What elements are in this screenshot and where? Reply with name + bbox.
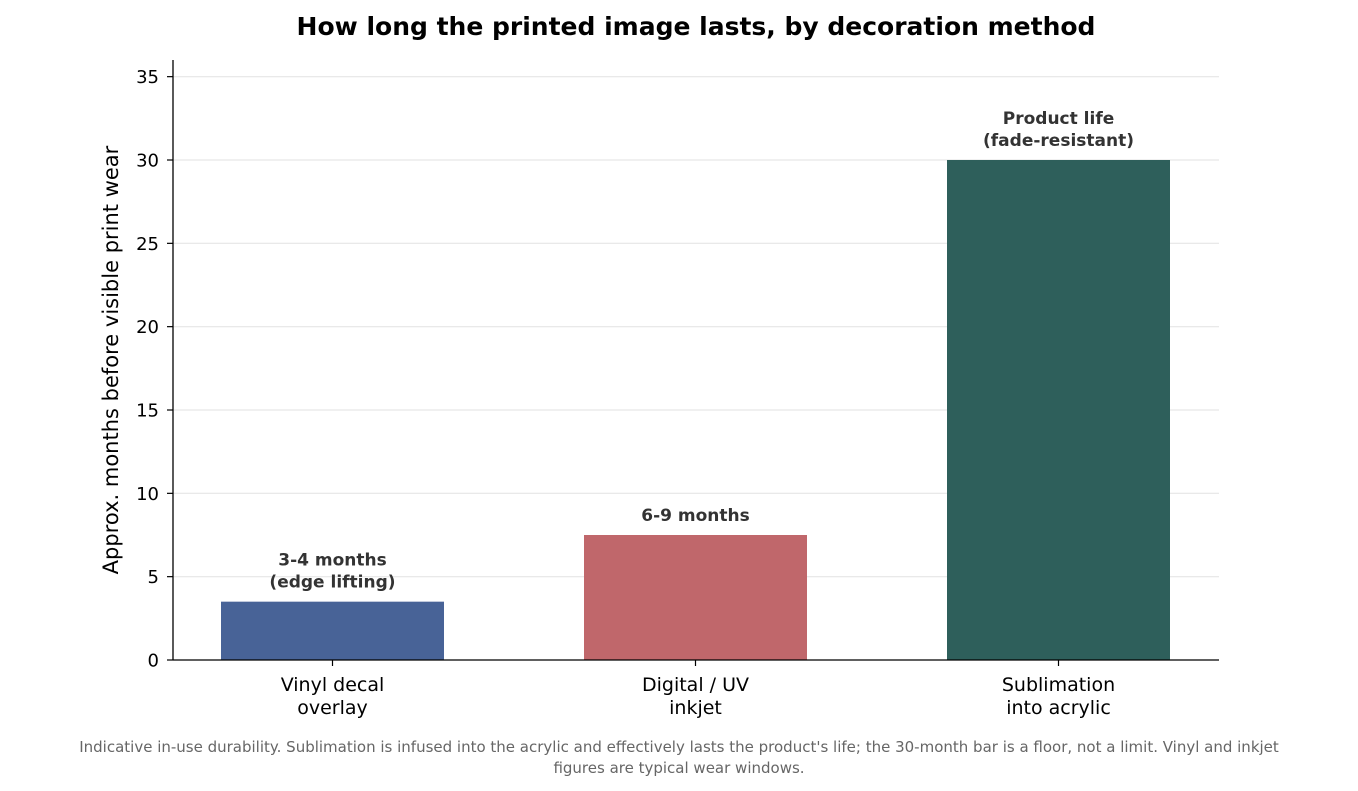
footnote: Indicative in-use durability. Sublimatio… (79, 738, 1279, 777)
x-tick-label: into acrylic (1006, 697, 1111, 719)
x-tick-label: Sublimation (1002, 674, 1115, 696)
x-tick-label: Vinyl decal (281, 674, 385, 696)
x-tick-label: Digital / UV (642, 674, 749, 696)
gridlines (173, 76, 1219, 578)
y-tick-label: 30 (136, 151, 159, 172)
data-label: Product life (1003, 109, 1115, 129)
y-tick-label: 35 (136, 67, 159, 88)
data-labels: 3-4 months(edge lifting) 6-9 months Produc… (269, 109, 1134, 593)
x-tick-label: overlay (297, 697, 368, 719)
bars (221, 160, 1170, 660)
y-tick-label: 15 (136, 401, 159, 422)
data-label: (fade-resistant) (983, 131, 1134, 151)
bar (947, 160, 1170, 660)
y-tick-label: 10 (136, 484, 159, 505)
chart-title: How long the printed image lasts, by dec… (297, 12, 1096, 41)
data-label: (edge lifting) (269, 573, 395, 593)
y-tick-label: 20 (136, 317, 159, 338)
y-axis-label: Approx. months before visible print wear (99, 145, 123, 574)
footnote-line: figures are typical wear windows. (553, 759, 804, 777)
y-tick-label: 0 (148, 651, 159, 672)
bar (584, 535, 807, 660)
y-ticks: 0 5 10 15 20 25 30 35 (136, 67, 173, 672)
bar (221, 601, 444, 660)
y-tick-label: 25 (136, 234, 159, 255)
footnote-line: Indicative in-use durability. Sublimatio… (79, 738, 1279, 756)
data-label: 6-9 months (641, 506, 749, 526)
x-tick-label: inkjet (669, 697, 722, 719)
data-label: 3-4 months (278, 551, 386, 571)
y-tick-label: 5 (148, 567, 159, 588)
